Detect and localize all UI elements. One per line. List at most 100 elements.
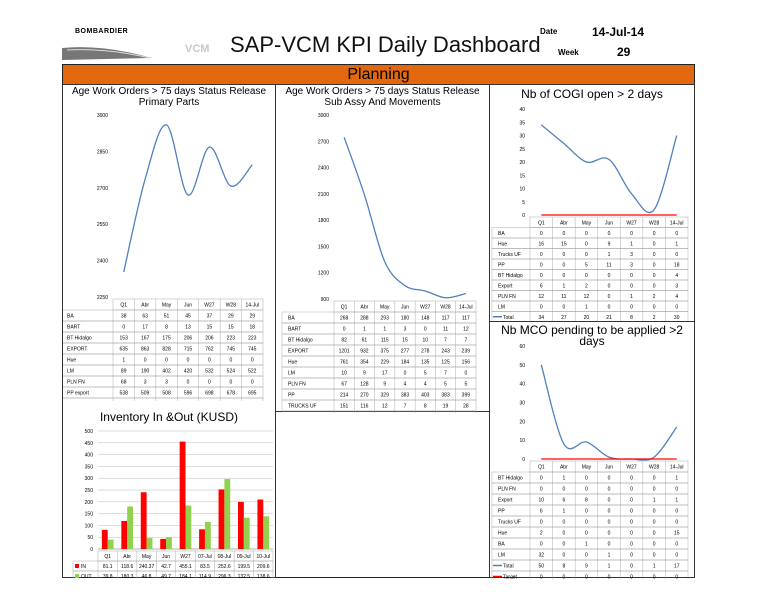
table-cell: 0: [165, 358, 168, 364]
series-line-total: [540, 124, 678, 214]
table-cell: 0: [675, 231, 678, 237]
table-row: [281, 410, 477, 413]
panel-mco: Nb MCO pending to be applied >2 days 0 10 2…: [489, 321, 695, 579]
table-cell: 3: [675, 283, 678, 289]
row-label: PP export: [67, 391, 89, 397]
table-cell: 293: [381, 316, 390, 322]
row-label: LM: [498, 304, 505, 310]
table-cell: 184: [401, 360, 410, 366]
category-label: May: [582, 465, 592, 471]
table-cell: 0: [653, 273, 656, 279]
table-cell: 1: [630, 294, 633, 300]
table-cell: 28: [463, 404, 469, 410]
category-label: Q1: [104, 554, 111, 560]
y-tick-label: 2400: [97, 259, 108, 265]
table-row: [491, 504, 689, 517]
table-cell: 0: [540, 476, 543, 482]
table-cell: 2: [540, 531, 543, 537]
table-row: [491, 537, 689, 550]
row-label: EXPORT: [67, 347, 87, 353]
table-row: [491, 279, 689, 291]
table-row: [491, 290, 689, 302]
table-cell: 532: [205, 369, 214, 375]
train-logo-image: [62, 47, 152, 60]
table-cell: 288: [360, 316, 369, 322]
table-cell: 11: [561, 294, 566, 300]
row-label: BT Hidalgo: [288, 338, 313, 344]
table-cell: 0: [630, 564, 633, 570]
table-cell: 175: [162, 336, 171, 342]
row-label: LM: [67, 369, 74, 375]
y-tick-label: 350: [85, 464, 94, 470]
table-cell: 1: [562, 509, 565, 515]
bar-in: [179, 441, 186, 549]
table-cell: 1: [363, 327, 366, 333]
category-label: Jun: [605, 465, 613, 471]
table-cell: 2: [653, 294, 656, 300]
row-label: BT Hidalgo: [67, 336, 92, 342]
table-cell: 0: [608, 487, 611, 493]
y-tick-label: 1800: [318, 218, 329, 224]
table-cell: 180: [401, 316, 410, 322]
bar-out: [243, 517, 250, 549]
row-label: BT Hidalgo: [498, 476, 523, 482]
table-cell: 0: [653, 509, 656, 515]
vcm-logo: VCM: [185, 43, 210, 55]
row-label: PLN FN: [288, 382, 306, 388]
table-cell: 240.37: [139, 564, 155, 570]
y-tick-label: 3000: [97, 113, 108, 119]
table-cell: 4: [404, 382, 407, 388]
bar-in: [160, 538, 167, 549]
table-cell: 762: [205, 347, 214, 353]
row-label: BART: [288, 327, 301, 333]
y-tick-label: 2100: [318, 192, 329, 198]
table-cell: 243: [441, 349, 450, 355]
table-cell: 5: [424, 371, 427, 377]
panel-title: Inventory In &Out (KUSD): [99, 410, 239, 424]
table-cell: 828: [162, 347, 171, 353]
table-cell: 39.8: [103, 574, 113, 578]
table-cell: 0: [608, 531, 611, 537]
table-cell: 18: [674, 262, 680, 268]
table-cell: 509: [141, 391, 150, 397]
table-cell: 114.9: [199, 574, 211, 578]
bar-in: [199, 529, 205, 549]
page-title: SAP-VCM KPI Daily Dashboard: [230, 32, 541, 57]
table-cell: 128: [360, 382, 369, 388]
table-cell: 1: [608, 252, 611, 258]
table-cell: 67: [341, 382, 347, 388]
table-cell: 15: [207, 325, 213, 331]
table-cell: 1: [630, 241, 633, 247]
row-label: Export: [498, 498, 513, 504]
y-tick-label: 40: [519, 382, 525, 388]
y-tick-label: 1500: [318, 244, 329, 250]
table-cell: 20: [584, 315, 590, 321]
category-label: May: [582, 220, 592, 226]
table-cell: 0: [585, 241, 588, 247]
table-cell: 0: [562, 304, 565, 310]
table-cell: 0: [540, 542, 543, 548]
table-cell: 296.3: [218, 574, 231, 578]
table-cell: 82: [341, 338, 347, 344]
table-cell: 206: [184, 336, 193, 342]
table-cell: 10: [539, 498, 545, 504]
category-label: W28: [649, 465, 660, 471]
table-cell: 0: [608, 498, 611, 504]
table-cell: 375: [381, 349, 390, 355]
category-label: 14-Jul: [245, 303, 259, 309]
table-cell: 32: [539, 553, 545, 559]
table-cell: 252.6: [218, 564, 231, 570]
bar-in: [101, 529, 108, 549]
row-label: Hue: [67, 358, 76, 364]
table-cell: 0: [653, 575, 656, 579]
date-value: 14-Jul-14: [592, 25, 645, 39]
y-tick-label: 20: [519, 160, 525, 166]
row-label: BT Hidalgo: [498, 273, 523, 279]
table-cell: 0: [630, 575, 633, 579]
table-cell: 0: [608, 304, 611, 310]
table-cell: 16: [539, 241, 545, 247]
table-cell: 115: [381, 338, 389, 344]
table-cell: 0: [653, 241, 656, 247]
